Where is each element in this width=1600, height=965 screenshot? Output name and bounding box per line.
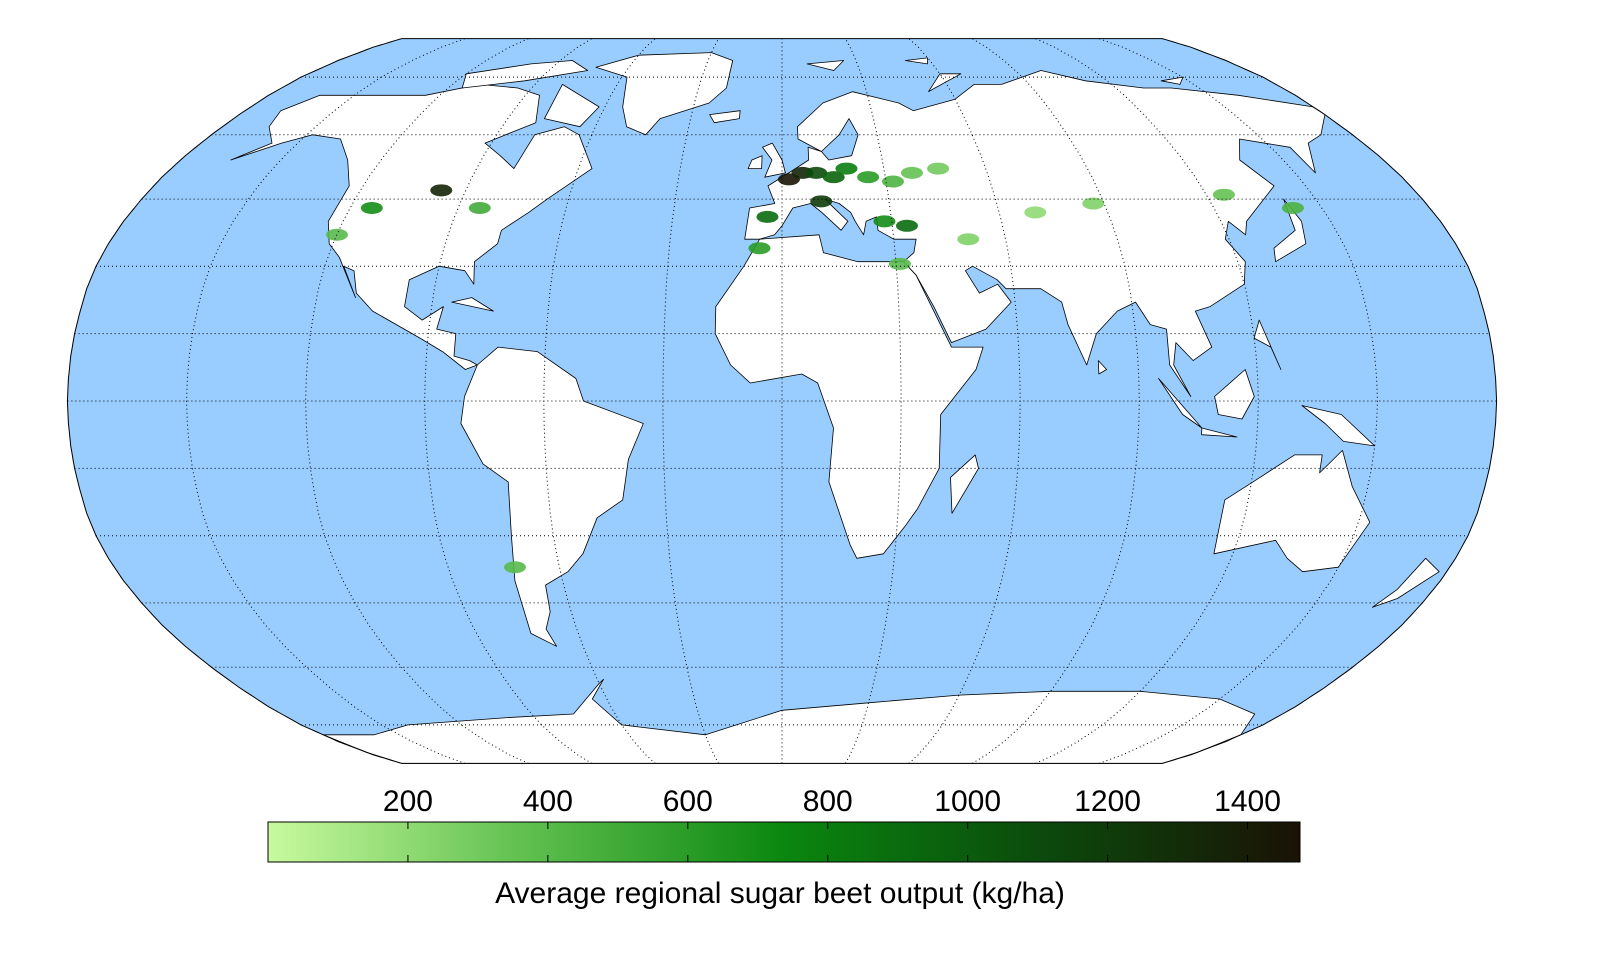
colorbar-tick-label: 800	[803, 785, 853, 818]
colorbar-tick-label: 1000	[934, 785, 1001, 818]
yield-region	[805, 166, 828, 179]
yield-region	[1281, 201, 1304, 214]
yield-region	[881, 175, 904, 188]
land	[928, 73, 962, 93]
land	[460, 346, 644, 647]
land	[1160, 76, 1184, 85]
colorbar-label: Average regional sugar beet output (kg/h…	[495, 877, 1065, 910]
land	[1201, 427, 1238, 438]
yield-region	[822, 171, 845, 184]
yield-region	[873, 215, 896, 228]
land	[1301, 405, 1376, 447]
land	[709, 110, 741, 124]
yield-region	[810, 195, 833, 208]
land	[762, 142, 786, 178]
yield-region	[1082, 197, 1105, 210]
colorbar-tick-label: 600	[663, 785, 713, 818]
yield-region	[835, 162, 858, 175]
colorbar-tick-label: 1200	[1074, 785, 1141, 818]
land	[747, 155, 763, 169]
land	[461, 60, 589, 89]
colorbar-tick-label: 1400	[1214, 785, 1281, 818]
land	[904, 57, 928, 65]
yield-region	[468, 201, 491, 214]
yield-region	[957, 233, 980, 246]
colorbar-tick-label: 400	[523, 785, 573, 818]
colorbar	[267, 821, 1301, 863]
land	[595, 52, 734, 136]
yield-region	[900, 166, 923, 179]
meridian	[971, 38, 1140, 764]
land	[950, 454, 979, 514]
yield-region	[1024, 206, 1047, 219]
meridian	[1035, 38, 1259, 764]
yield-region	[756, 210, 779, 223]
map-border	[66, 38, 1498, 764]
land	[451, 297, 494, 312]
land	[322, 678, 1256, 764]
land	[1213, 450, 1371, 573]
yield-region	[360, 201, 383, 214]
land	[1372, 557, 1440, 608]
land	[1097, 360, 1107, 375]
yield-region	[927, 162, 950, 175]
land	[1253, 319, 1282, 370]
yield-region	[1212, 188, 1235, 201]
meridian	[305, 38, 529, 764]
yield-region	[857, 171, 880, 184]
colorbar-tick-label: 200	[383, 785, 433, 818]
yield-region	[325, 228, 348, 241]
land	[806, 60, 845, 71]
yield-region	[748, 242, 771, 255]
land	[230, 84, 593, 370]
land	[1158, 378, 1203, 429]
yield-region	[430, 184, 453, 197]
meridian	[1098, 38, 1379, 764]
land	[544, 84, 600, 128]
yield-region	[888, 257, 911, 270]
meridian	[185, 38, 466, 764]
land	[714, 234, 984, 559]
land	[1273, 198, 1307, 263]
land	[1214, 369, 1255, 420]
meridian	[424, 38, 593, 764]
yield-region	[503, 561, 526, 574]
yield-region	[895, 219, 918, 232]
